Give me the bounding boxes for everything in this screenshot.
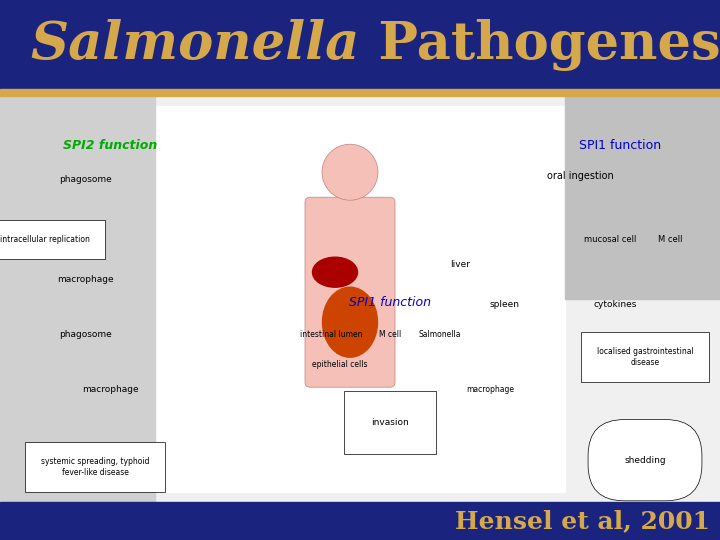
Text: M cell: M cell: [379, 330, 401, 339]
Text: M cell: M cell: [658, 235, 683, 244]
Bar: [0, 96, 720, 502]
Text: intracellular replication: intracellular replication: [0, 235, 90, 244]
Text: liver: liver: [450, 260, 470, 269]
Text: mucosal cell: mucosal cell: [584, 235, 636, 244]
Text: oral ingestion: oral ingestion: [546, 171, 613, 180]
Bar: [0, 89, 720, 96]
Text: SPI1 function: SPI1 function: [349, 296, 431, 309]
Text: cytokines: cytokines: [593, 300, 636, 309]
Text: shedding: shedding: [624, 456, 666, 465]
Text: phagosome: phagosome: [58, 175, 112, 184]
Bar: [565, 96, 720, 299]
Bar: [0, 96, 155, 502]
Text: systemic spreading, typhoid
fever-like disease: systemic spreading, typhoid fever-like d…: [41, 457, 149, 477]
Text: invasion: invasion: [371, 418, 409, 427]
Text: macrophage: macrophage: [466, 385, 514, 394]
Text: phagosome: phagosome: [58, 330, 112, 339]
Bar: [155, 106, 565, 492]
Bar: [0, 502, 720, 540]
Bar: [0, 0, 720, 89]
Text: localised gastrointestinal
disease: localised gastrointestinal disease: [597, 348, 693, 367]
Text: epithelial cells: epithelial cells: [312, 360, 368, 369]
Ellipse shape: [323, 287, 377, 357]
Text: macrophage: macrophage: [57, 275, 113, 284]
Text: Pathogenesis: Pathogenesis: [360, 18, 720, 71]
FancyBboxPatch shape: [305, 197, 395, 387]
Text: intestinal lumen: intestinal lumen: [300, 330, 362, 339]
Text: spleen: spleen: [490, 300, 520, 309]
Text: SPI2 function: SPI2 function: [63, 139, 157, 152]
Ellipse shape: [312, 257, 358, 287]
Text: Salmonella: Salmonella: [31, 19, 360, 70]
Text: Salmonella: Salmonella: [419, 330, 462, 339]
Text: SPI1 function: SPI1 function: [579, 139, 661, 152]
Circle shape: [322, 144, 378, 200]
Text: macrophage: macrophage: [81, 385, 138, 394]
Text: Hensel et al, 2001: Hensel et al, 2001: [455, 509, 710, 533]
